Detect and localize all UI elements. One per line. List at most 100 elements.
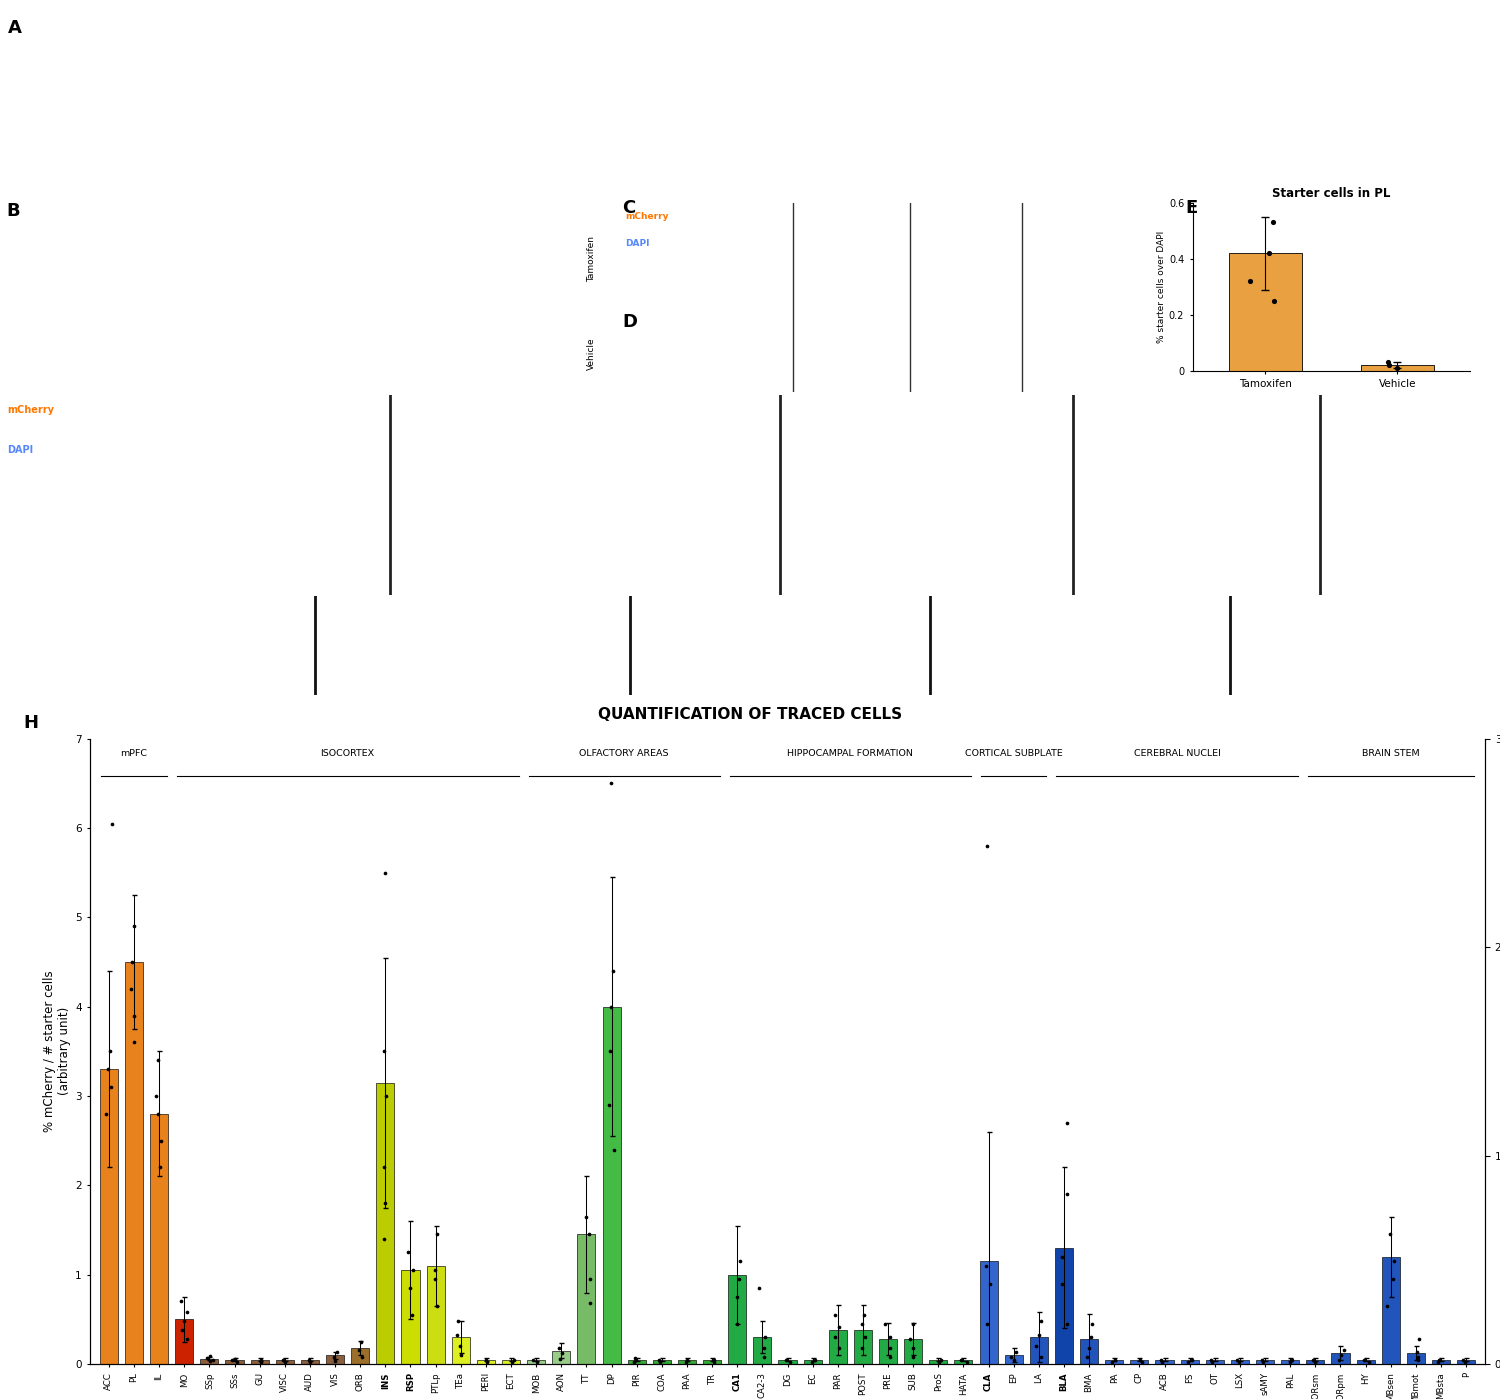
Point xyxy=(1050,1245,1074,1267)
Point xyxy=(824,1326,848,1349)
Point xyxy=(1100,1351,1124,1374)
Bar xyxy=(954,1360,972,1364)
Text: D: D xyxy=(622,313,638,332)
Text: mCherry: mCherry xyxy=(626,211,669,221)
Point xyxy=(96,1058,120,1080)
Point xyxy=(724,1286,748,1308)
Text: CLA: CLA xyxy=(60,604,81,614)
Text: Merge: Merge xyxy=(1056,206,1084,215)
Point xyxy=(597,1094,621,1116)
Point xyxy=(150,1129,174,1151)
Point xyxy=(1227,1351,1251,1374)
Point xyxy=(1078,1326,1102,1349)
Point xyxy=(728,1267,752,1290)
Point xyxy=(1104,1349,1128,1371)
Text: DAPI: DAPI xyxy=(626,239,650,248)
Bar xyxy=(435,575,453,582)
Bar xyxy=(452,1337,470,1364)
Point xyxy=(828,1337,852,1360)
Text: mCherry: mCherry xyxy=(8,404,54,414)
Bar xyxy=(1030,1337,1048,1364)
Point xyxy=(1304,1351,1328,1374)
Point xyxy=(201,1349,225,1371)
Point xyxy=(448,1344,472,1367)
Point xyxy=(1262,211,1286,234)
Point xyxy=(273,1351,297,1374)
Text: 3: 3 xyxy=(930,418,938,431)
Point xyxy=(602,960,625,982)
Point xyxy=(928,1349,952,1371)
Text: 3: 3 xyxy=(645,599,652,609)
Bar xyxy=(1360,365,1434,371)
Point xyxy=(902,1337,926,1360)
Point xyxy=(1406,1349,1429,1371)
Bar xyxy=(678,1360,696,1364)
Bar xyxy=(1232,1360,1250,1364)
Point xyxy=(1407,1346,1431,1368)
Point xyxy=(474,1349,498,1371)
Point xyxy=(1056,1312,1080,1335)
Point xyxy=(350,1346,374,1368)
Bar xyxy=(778,1360,796,1364)
Point xyxy=(726,1312,750,1335)
Bar xyxy=(402,1270,420,1364)
Point xyxy=(446,1309,470,1332)
Bar xyxy=(150,1114,168,1364)
Point xyxy=(1257,242,1281,264)
Point xyxy=(122,915,146,937)
Bar xyxy=(1088,575,1106,582)
Bar xyxy=(1306,1360,1324,1364)
Point xyxy=(147,1102,171,1125)
Text: DAPI: DAPI xyxy=(8,445,33,455)
Point xyxy=(600,996,624,1018)
Point xyxy=(1149,1349,1173,1371)
Point xyxy=(372,1157,396,1179)
Point xyxy=(423,1267,447,1290)
Point xyxy=(1180,1349,1204,1371)
Point xyxy=(424,1223,448,1245)
Point xyxy=(1407,1328,1431,1350)
Text: 1: 1 xyxy=(322,418,330,431)
Point xyxy=(975,835,999,858)
Text: mPFC: mPFC xyxy=(120,750,147,758)
Text: Tamoxifen: Tamoxifen xyxy=(586,236,596,281)
Point xyxy=(346,1339,370,1361)
Point xyxy=(123,1031,147,1053)
Point xyxy=(120,951,144,974)
Point xyxy=(600,772,624,795)
Text: E: E xyxy=(1185,199,1197,217)
Point xyxy=(778,1351,802,1374)
Bar xyxy=(704,1360,722,1364)
Point xyxy=(550,1342,574,1364)
Point xyxy=(548,1337,572,1360)
Point xyxy=(1452,1351,1476,1374)
Point xyxy=(520,1349,544,1371)
Bar xyxy=(526,1360,544,1364)
Point xyxy=(1382,1267,1406,1290)
Point xyxy=(753,1326,777,1349)
Bar xyxy=(1005,1356,1023,1364)
Bar xyxy=(30,575,48,582)
Point xyxy=(148,1157,172,1179)
Bar xyxy=(351,1349,369,1364)
Point xyxy=(624,1349,648,1371)
Point xyxy=(950,1349,974,1371)
Point xyxy=(298,1351,322,1374)
Point xyxy=(1200,1351,1224,1374)
Point xyxy=(675,1351,699,1374)
Point xyxy=(1377,354,1401,376)
Point xyxy=(648,1349,672,1371)
Point xyxy=(975,1312,999,1335)
Text: ISOCORTEX: ISOCORTEX xyxy=(321,750,375,758)
Text: CA1: CA1 xyxy=(1155,660,1176,670)
Point xyxy=(752,1346,776,1368)
Point xyxy=(1378,1223,1402,1245)
Text: A: A xyxy=(8,20,21,38)
Bar xyxy=(1407,1353,1425,1364)
Bar xyxy=(1432,1360,1450,1364)
Point xyxy=(1332,1339,1356,1361)
Point xyxy=(374,1192,398,1214)
Point xyxy=(852,1304,876,1326)
Text: 5: 5 xyxy=(1395,418,1402,431)
Point xyxy=(220,1349,245,1371)
